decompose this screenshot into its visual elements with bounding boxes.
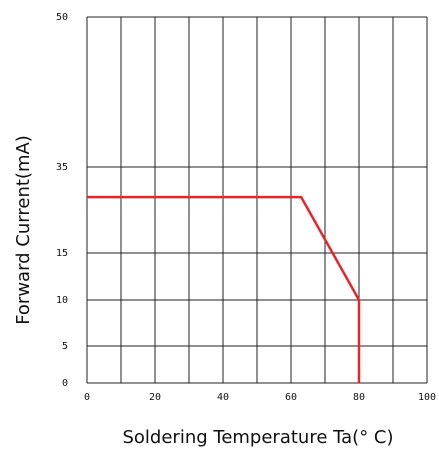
y-tick-label: 0 [62, 378, 68, 389]
y-tick-label: 50 [56, 12, 68, 23]
y-tick-label: 10 [56, 295, 68, 306]
x-tick-label: 40 [217, 392, 229, 403]
x-tick-label: 100 [418, 392, 436, 403]
x-tick-label: 20 [149, 392, 161, 403]
x-axis-label: Soldering Temperature Ta(° C) [122, 427, 393, 448]
series-line [87, 195, 361, 383]
y-tick-label: 35 [56, 162, 68, 173]
y-axis-label: Forward Current(mA) [13, 135, 34, 325]
x-tick-label: 0 [84, 392, 90, 403]
y-tick-label: 5 [62, 341, 68, 352]
y-tick-label: 15 [56, 248, 68, 259]
x-tick-label: 60 [285, 392, 297, 403]
x-tick-label: 80 [353, 392, 365, 403]
